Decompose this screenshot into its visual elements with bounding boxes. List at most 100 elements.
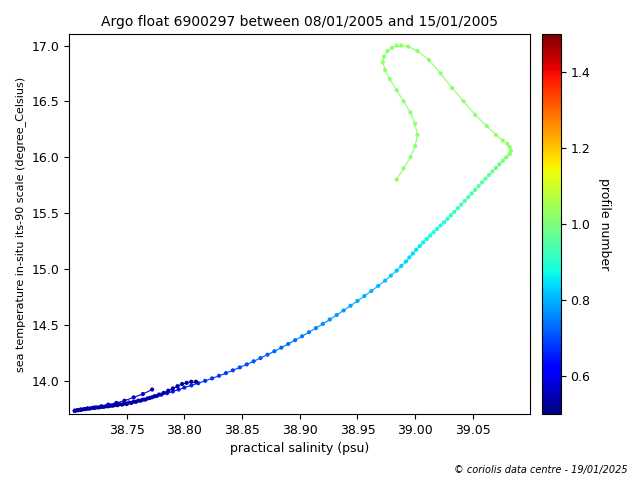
Point <box>366 287 376 295</box>
Point <box>408 250 418 257</box>
Point <box>214 372 224 380</box>
Point <box>103 401 113 408</box>
Point <box>392 42 402 49</box>
Point <box>99 403 109 411</box>
Point <box>396 42 406 49</box>
Point <box>138 390 148 398</box>
Point <box>435 222 445 229</box>
Point <box>456 201 467 208</box>
Point <box>494 160 504 168</box>
Point <box>415 242 425 250</box>
Point <box>90 404 100 412</box>
Point <box>131 398 141 406</box>
Point <box>378 59 388 66</box>
Point <box>385 75 395 83</box>
Point <box>332 311 342 319</box>
Point <box>359 292 369 300</box>
Point <box>324 316 335 324</box>
Point <box>133 397 143 405</box>
Point <box>283 340 293 348</box>
Point <box>392 176 402 183</box>
Point <box>200 377 211 384</box>
Point <box>126 399 136 407</box>
Title: Argo float 6900297 between 08/01/2005 and 15/01/2005: Argo float 6900297 between 08/01/2005 an… <box>101 15 499 29</box>
Point <box>504 150 515 158</box>
Point <box>418 239 428 246</box>
Point <box>346 302 356 310</box>
Point <box>382 47 392 55</box>
Point <box>412 47 422 55</box>
Point <box>487 168 497 175</box>
Point <box>77 406 87 413</box>
Point <box>399 165 409 172</box>
Point <box>90 404 100 411</box>
Point <box>435 70 445 77</box>
Point <box>191 378 201 385</box>
Point <box>129 394 139 401</box>
Point <box>156 391 166 398</box>
Point <box>80 405 90 413</box>
Point <box>140 396 150 404</box>
Y-axis label: profile number: profile number <box>598 178 611 270</box>
Point <box>159 389 169 397</box>
Point <box>96 402 106 410</box>
Point <box>207 374 217 382</box>
Point <box>432 225 442 233</box>
Point <box>96 403 106 411</box>
Point <box>463 193 474 201</box>
Point <box>504 150 515 158</box>
Point <box>380 277 390 285</box>
Point <box>193 379 204 387</box>
Point <box>145 394 155 402</box>
Point <box>379 53 389 60</box>
Point <box>460 197 470 205</box>
Point <box>484 171 494 179</box>
Point <box>396 262 406 270</box>
Point <box>428 228 438 236</box>
Point <box>119 399 129 407</box>
Point <box>386 272 396 279</box>
Point <box>168 388 178 396</box>
Point <box>73 407 83 414</box>
Point <box>117 401 127 408</box>
Point <box>235 363 245 371</box>
Point <box>405 154 415 161</box>
Point <box>94 404 104 411</box>
Point <box>103 402 113 410</box>
Point <box>373 282 383 290</box>
Point <box>498 157 508 165</box>
Point <box>458 97 468 105</box>
Point <box>412 131 422 139</box>
Point <box>470 186 480 193</box>
Point <box>147 386 157 394</box>
Point <box>76 406 86 413</box>
Y-axis label: sea temperature in-situ its-90 scale (degree_Celsius): sea temperature in-situ its-90 scale (de… <box>15 77 26 372</box>
Point <box>491 131 501 139</box>
Point <box>339 307 349 314</box>
Point <box>241 360 252 368</box>
Point <box>442 215 452 223</box>
Point <box>76 406 86 413</box>
Point <box>501 154 511 161</box>
Point <box>70 407 80 415</box>
Point <box>262 351 273 359</box>
Point <box>106 402 116 409</box>
Point <box>136 397 146 405</box>
Point <box>152 392 162 400</box>
Point <box>110 401 120 409</box>
Point <box>467 190 477 197</box>
Point <box>119 397 129 405</box>
Point <box>122 400 132 408</box>
Point <box>474 182 484 190</box>
Point <box>70 407 80 415</box>
Point <box>186 382 196 389</box>
Point <box>410 120 420 128</box>
Point <box>297 333 307 340</box>
Point <box>129 398 139 406</box>
Point <box>113 401 123 409</box>
Point <box>304 328 314 336</box>
Point <box>84 405 95 412</box>
Text: © coriolis data centre - 19/01/2025: © coriolis data centre - 19/01/2025 <box>454 465 627 475</box>
Point <box>422 235 432 243</box>
Point <box>186 378 196 385</box>
